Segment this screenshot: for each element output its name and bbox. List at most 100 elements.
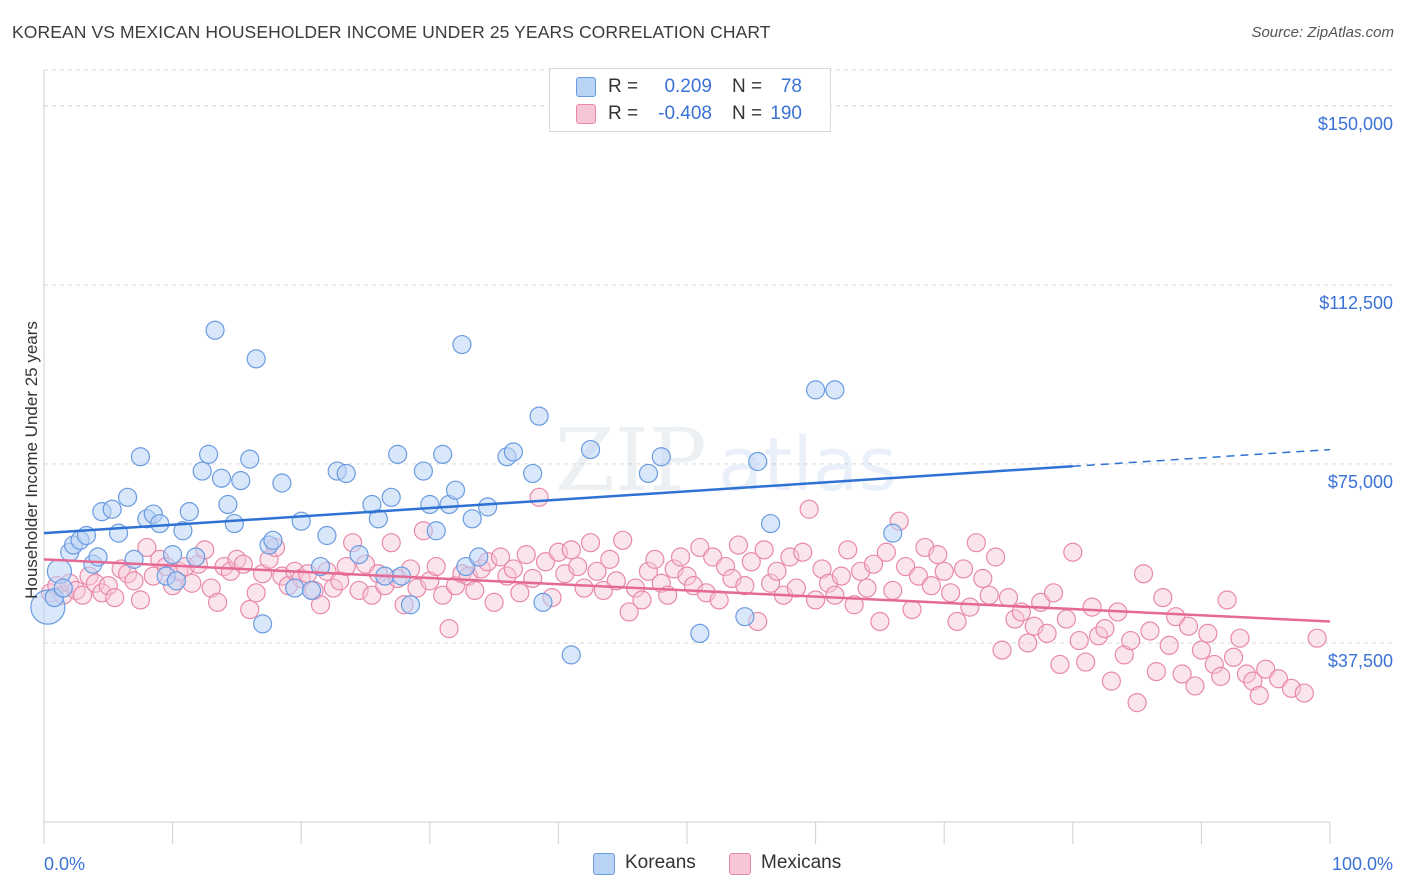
korean-point [400,595,421,615]
korean-point [760,513,781,534]
korean-point [368,509,388,529]
mexican-point [1146,661,1166,682]
n-value: 78 [780,76,802,97]
korean-point [381,487,401,507]
mexican-point [208,592,228,612]
korean-point [192,461,212,481]
korean-point [253,614,273,634]
korean-point [224,513,244,534]
korean-point [456,556,476,577]
mexican-point [1159,635,1179,655]
mexican-point [1268,669,1289,689]
korean-point [748,451,768,472]
koreans-legend-swatch [593,853,615,875]
mexican-point [638,561,659,581]
korean-point [246,349,266,369]
mexican-point [130,590,151,610]
mexican-point [1230,628,1250,648]
korean-point [469,547,489,567]
mexican-point [645,549,665,569]
tick-labels: $37,500 $75,000 $112,500 $150,000 0.0% 100.0% [44,114,1393,874]
korean-point [218,494,238,515]
korean-point [735,607,755,627]
korean-point [420,494,440,515]
mexican-point [240,599,260,620]
mexican-point [998,587,1019,608]
mexican-point [310,595,331,615]
mexican-point [561,540,581,560]
korean-point [263,530,283,550]
korean-point [310,556,331,577]
korean-point [413,461,433,481]
y-tick-label: $150,000 [1318,114,1393,134]
korean-point [130,447,151,467]
mexican-point [947,611,967,632]
mexican-point [336,556,356,577]
mexican-point [619,602,639,622]
mexican-point [606,571,626,591]
mexican-point [703,547,723,567]
korean-point [651,447,671,467]
korean-point [638,463,659,484]
mexican-point [1243,671,1263,691]
mexican-point [793,542,813,562]
koreans-legend-label: Koreans [625,852,696,873]
korean-point [166,571,187,591]
correlation-legend: R = 0.209 N = 78 R = -0.408 N = 190 [549,68,831,132]
mexican-point [201,578,221,598]
mexican-point [1236,664,1257,684]
mexican-point [105,587,125,608]
mexican-point [1114,645,1134,665]
korean-point [173,521,193,541]
watermark-atlas: atlas [718,422,897,508]
mexican-point [1223,647,1244,667]
korean-point [349,545,369,565]
y-axis-label: Householder Income Under 25 years [22,321,41,599]
mexican-point [503,559,523,579]
legend-row-mexicans: R = -0.408 N = 190 [550,101,830,127]
mexican-point [908,566,929,586]
mexican-point [1204,654,1224,675]
mexican-point [433,585,453,605]
mexican-point [246,583,266,603]
mexican-point [960,597,980,617]
mexican-point [420,571,440,591]
mexican-point [523,568,543,589]
mexican-point [921,576,941,596]
trend-lines [43,448,1331,623]
korean-point [561,645,581,665]
mexican-point [568,556,588,577]
mexican-point [574,578,594,598]
chart-title: KOREAN VS MEXICAN HOUSEHOLDER INCOME UND… [12,22,771,42]
mexican-point [445,576,466,596]
korean-point [452,334,472,355]
korean-point [124,549,144,569]
korean-point [883,523,903,543]
mexican-point [381,533,401,553]
mexican-point [831,566,851,586]
mexican-point [844,595,864,615]
mexican-point [677,566,697,586]
axes [43,70,1331,844]
mexican-point [1121,630,1141,651]
mexican-point [928,545,948,565]
mexican-point [465,580,485,601]
mexican-point [780,547,800,567]
mexican-point [812,559,832,579]
korean-point [272,473,292,493]
mexican-point [1127,693,1147,713]
mexican-point [1069,630,1089,651]
korean-point [285,578,305,598]
mexican-point [857,578,877,598]
r-value: -0.408 [658,103,712,124]
n-value: 190 [770,103,802,124]
mexican-point [1101,671,1121,691]
mexican-point [1153,587,1173,608]
mexican-point [715,556,736,577]
mexican-point [883,580,903,601]
korean-point [690,623,710,644]
koreans-swatch [576,77,596,97]
mexican-point [600,549,620,569]
mexican-point [1185,676,1205,696]
